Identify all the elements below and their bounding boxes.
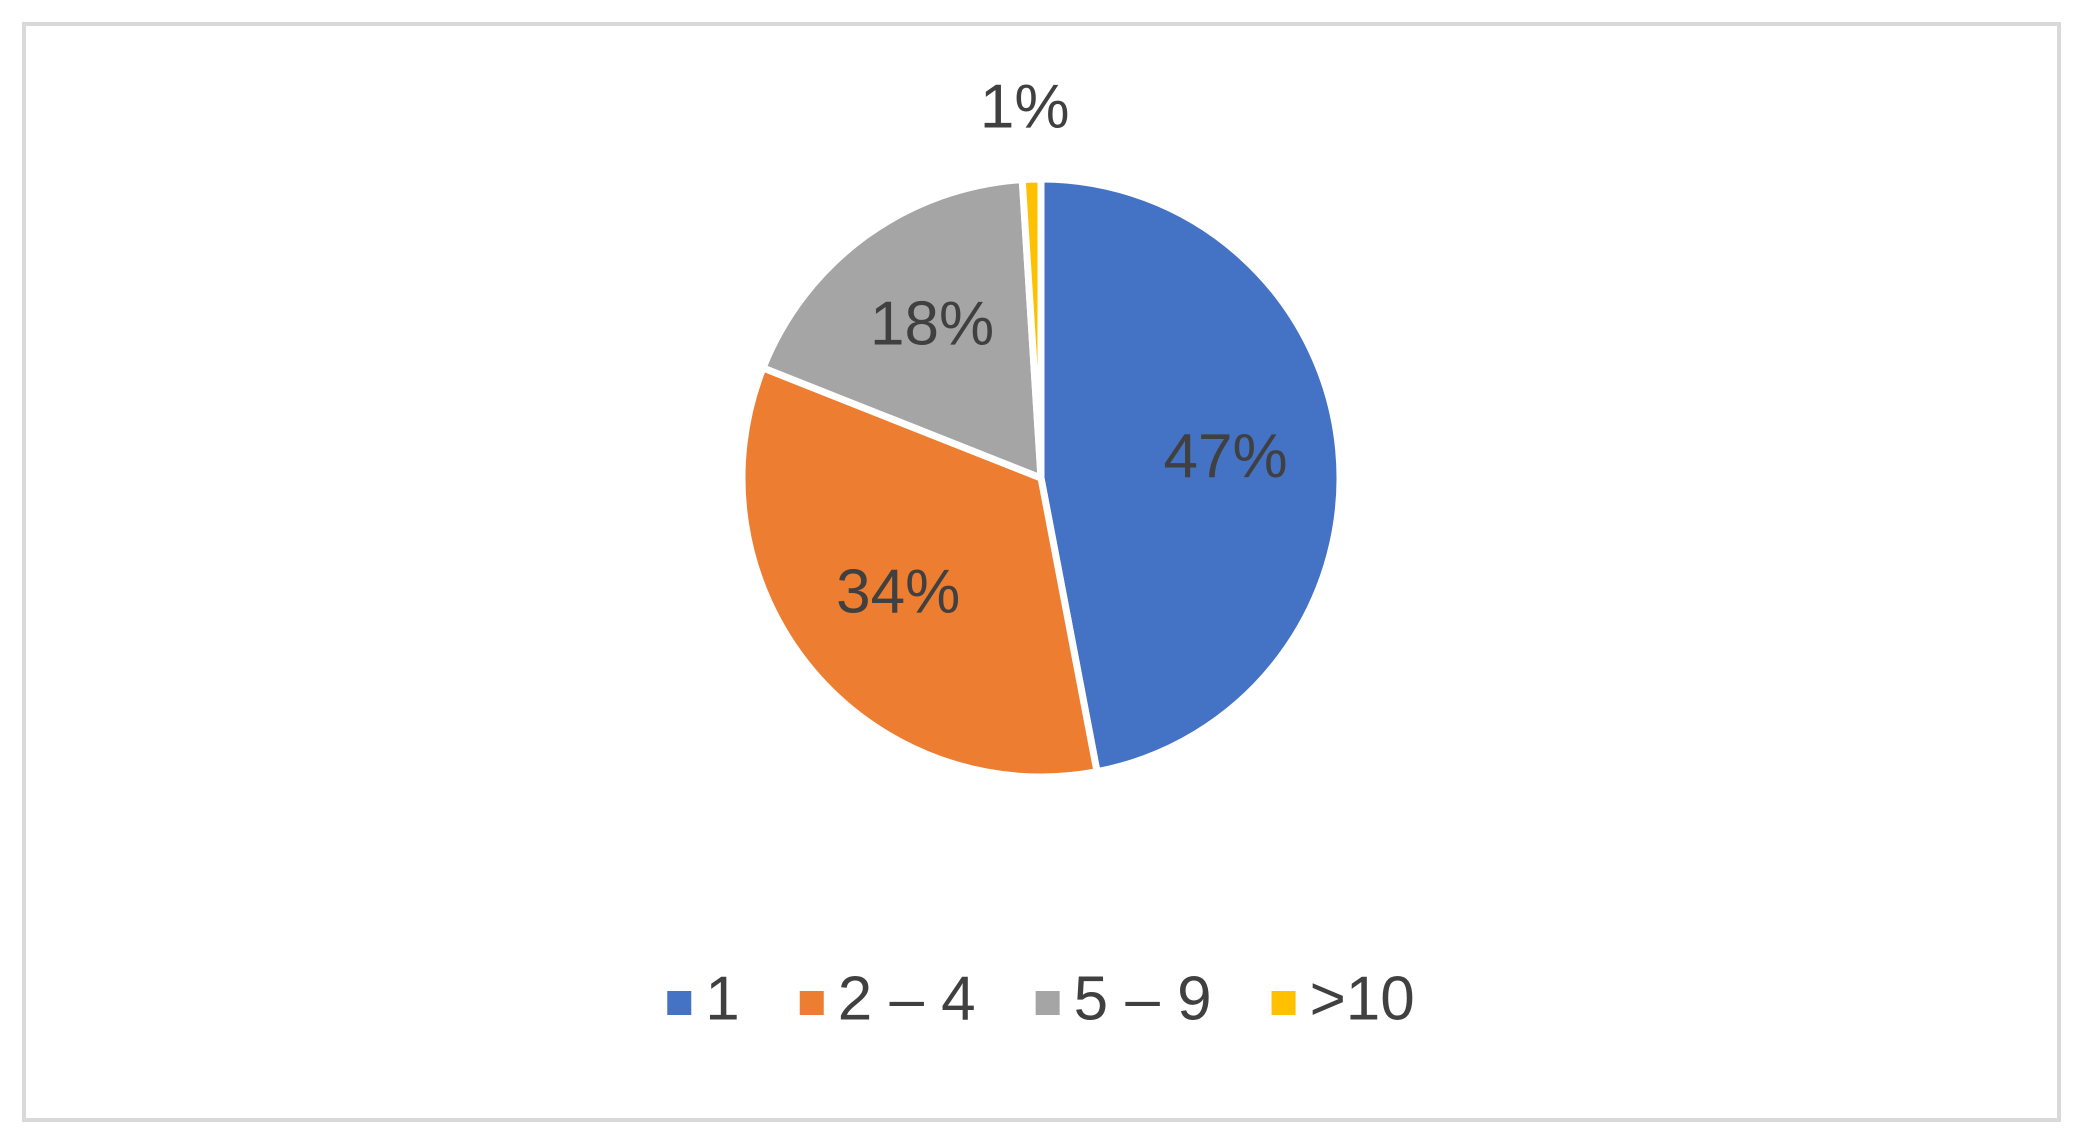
pie-slice	[1037, 175, 1344, 776]
data-label: 47%	[1164, 422, 1288, 491]
pie-slice	[758, 175, 1045, 484]
legend-swatch	[799, 991, 824, 1015]
legend-label: 2 – 4	[838, 964, 976, 1033]
legend-label: 1	[705, 964, 739, 1033]
data-label: 34%	[836, 558, 960, 627]
legend-swatch	[1035, 991, 1060, 1015]
data-label: 1%	[980, 72, 1070, 141]
legend-swatch	[667, 991, 692, 1015]
pie-slice	[1018, 175, 1045, 479]
legend-swatch	[1271, 991, 1296, 1015]
pie-slice	[738, 363, 1102, 781]
legend-label: 5 – 9	[1074, 964, 1212, 1033]
data-label: 18%	[870, 289, 994, 358]
legend-label: >10	[1310, 964, 1415, 1033]
